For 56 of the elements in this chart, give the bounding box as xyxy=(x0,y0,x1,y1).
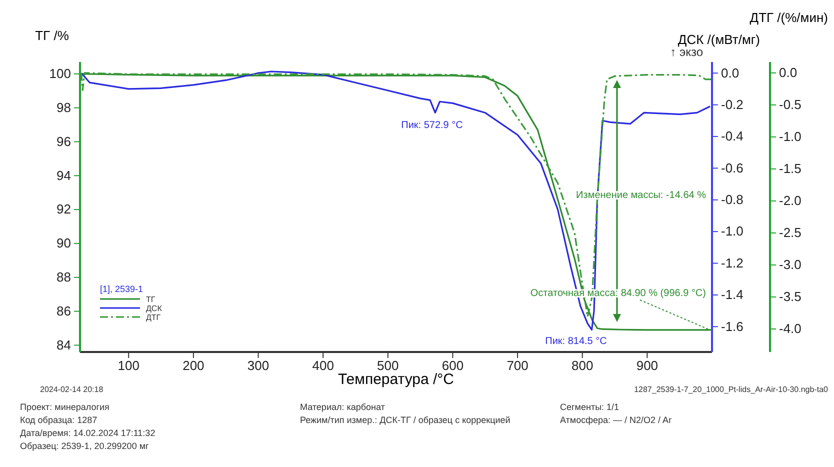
y2-tick-label: -0.8 xyxy=(721,192,744,208)
legend-title: [1], 2539-1 xyxy=(100,284,144,294)
text: Режим/тип измер.: ДСК-ТГ / образец с коррекцией xyxy=(300,415,510,425)
y2-tick-label: -0.4 xyxy=(721,128,744,144)
y2-tick-label: -1.6 xyxy=(721,318,744,334)
text: 1287_2539-1-7_20_1000_Pt-lids_Ar-Air-10-30.ngb-ta0 xyxy=(634,385,829,394)
text: Дата/время: 14.02.2024 17:11:32 xyxy=(20,428,156,438)
y3-tick-label: -3.5 xyxy=(779,289,802,304)
x-tick-label: 400 xyxy=(312,358,334,374)
x-tick-label: 200 xyxy=(182,358,204,374)
y-tick-label: 88 xyxy=(56,270,71,285)
y-tick-label: 94 xyxy=(56,168,71,183)
y2-tick-label: 0.0 xyxy=(721,65,740,80)
y-tick-label: 84 xyxy=(56,337,71,352)
text: Сегменты: 1/1 xyxy=(560,402,620,412)
x-axis-title: Температура /°C xyxy=(338,371,454,388)
y3-tick-label: 0.0 xyxy=(779,65,798,80)
x-tick-label: 100 xyxy=(118,358,140,374)
x-tick-label: 800 xyxy=(572,358,594,374)
y2-axis-title: ДСК /(мВт/мг) xyxy=(678,32,760,47)
legend-label: ДСК xyxy=(146,304,162,313)
y-tick-label: 92 xyxy=(56,202,71,217)
legend-label: ДТГ xyxy=(146,313,162,322)
y3-axis-title: ДТГ /(%/мин) xyxy=(750,10,828,25)
y-tick-label: 90 xyxy=(56,236,71,251)
y2-tick-label: -1.0 xyxy=(721,224,744,239)
y-tick-label: 98 xyxy=(56,100,71,115)
y3-tick-label: -2.0 xyxy=(779,193,802,208)
y3-tick-label: -3.0 xyxy=(779,257,802,272)
y-tick-label: 86 xyxy=(56,303,71,318)
x-tick-label: 300 xyxy=(247,358,270,374)
y-tick-label: 96 xyxy=(56,134,71,149)
y3-tick-label: -1.0 xyxy=(779,129,802,144)
y3-tick-label: -1.5 xyxy=(779,161,802,176)
y3-tick-label: -2.5 xyxy=(779,225,802,240)
text: Материал: карбонат xyxy=(300,402,385,412)
text: Образец: 2539-1, 20.299200 мг xyxy=(20,441,150,451)
x-tick-label: 600 xyxy=(442,358,464,374)
y2-tick-label: -1.2 xyxy=(721,255,744,270)
y3-tick-label: -0.5 xyxy=(779,97,802,112)
annotation: Пик: 572.9 °C xyxy=(401,120,463,131)
text: Атмосфера: — / N2/O2 / Ar xyxy=(560,415,672,425)
x-tick-label: 700 xyxy=(506,358,528,374)
y3-tick-label: -4.0 xyxy=(779,321,802,336)
x-tick-label: 900 xyxy=(636,358,658,374)
x-tick-label: 500 xyxy=(377,358,399,374)
y-tick-label: 100 xyxy=(49,66,71,82)
text: 2024-02-14 20:18 xyxy=(40,385,104,394)
y-axis-title: ТГ /% xyxy=(35,28,70,43)
annotation: Пик: 814.5 °C xyxy=(545,336,607,347)
y2-tick-label: -1.4 xyxy=(721,287,744,302)
text: Код образца: 1287 xyxy=(20,415,98,425)
legend-label: ТГ xyxy=(146,295,156,304)
y2-tick-label: -0.6 xyxy=(721,160,744,176)
y2-tick-label: -0.2 xyxy=(721,96,744,112)
text: Проект: минералогия xyxy=(20,402,110,412)
